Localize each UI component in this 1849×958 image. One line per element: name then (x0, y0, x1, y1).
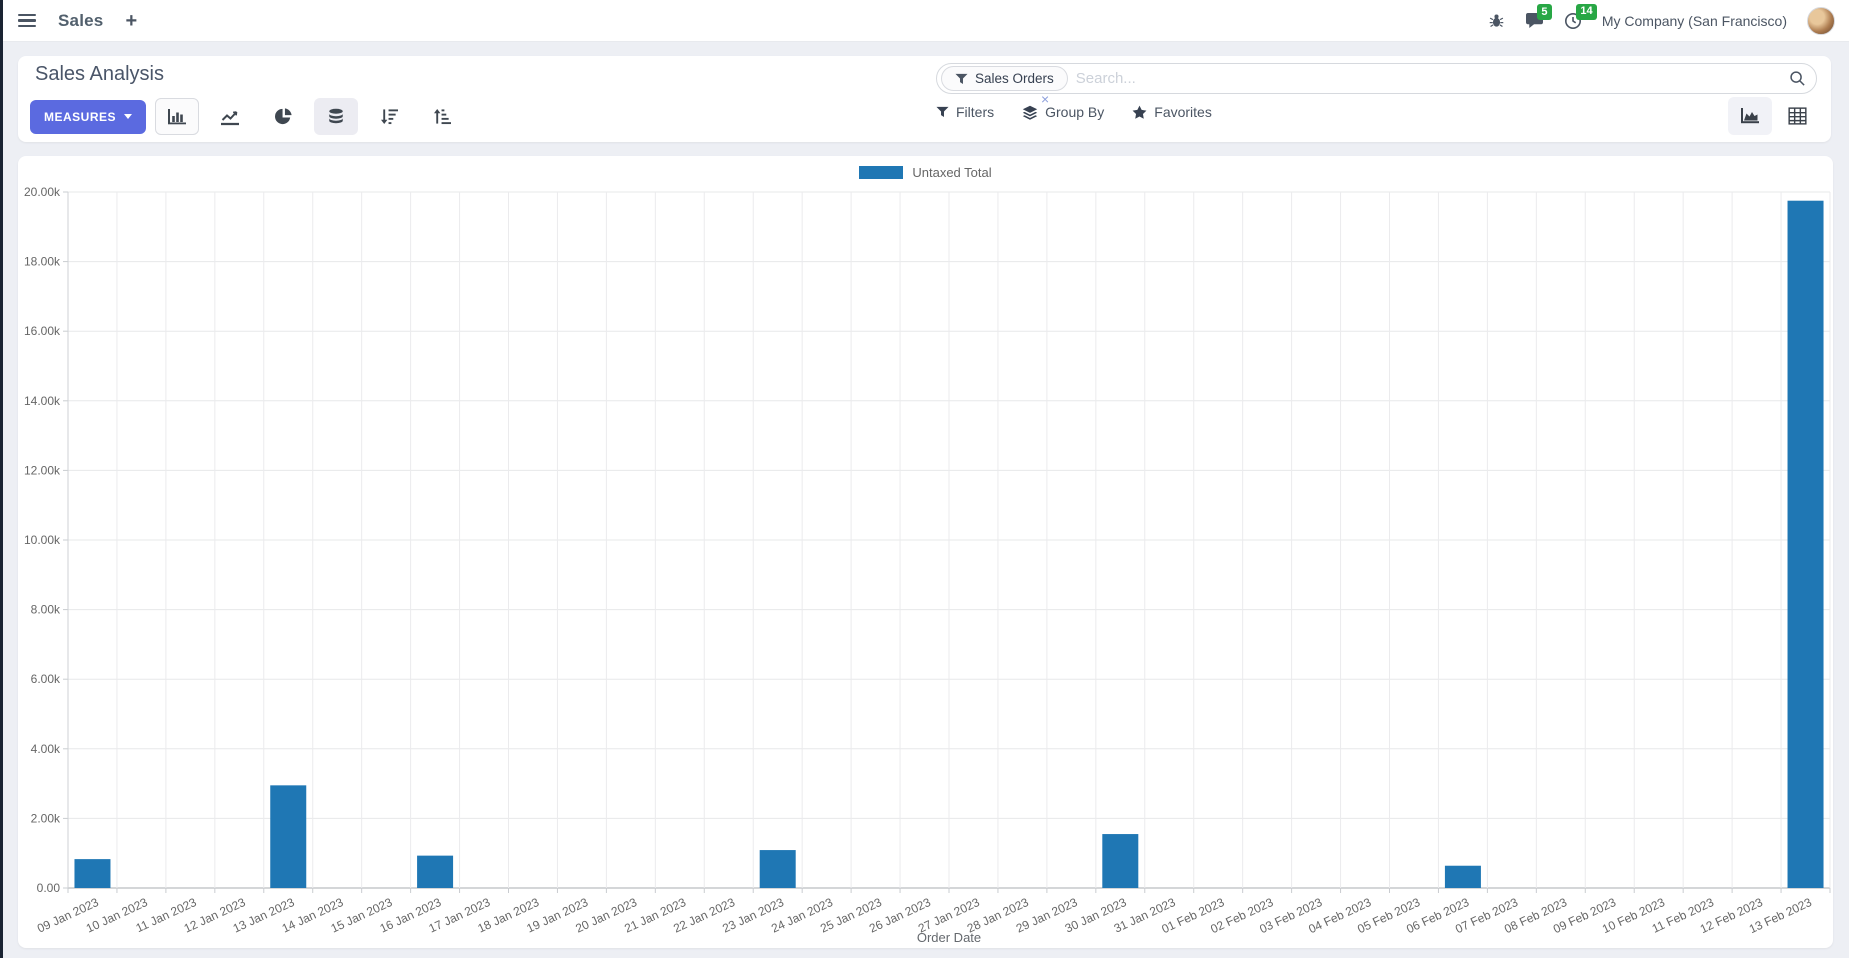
database-stack-icon (329, 108, 343, 123)
star-icon (1132, 105, 1147, 119)
facet-remove-icon[interactable]: × (1041, 91, 1050, 107)
svg-text:20.00k: 20.00k (24, 185, 61, 199)
bar-30 Jan 2023 (1102, 834, 1139, 888)
svg-text:16.00k: 16.00k (24, 324, 61, 338)
area-chart-icon (1741, 108, 1759, 124)
window-edge-strip (0, 0, 3, 958)
svg-text:14.00k: 14.00k (24, 394, 61, 408)
bar-16 Jan 2023 (417, 855, 454, 888)
company-switcher[interactable]: My Company (San Francisco) (1601, 12, 1787, 29)
messages-icon[interactable]: 5 (1525, 4, 1552, 29)
activities-count-badge: 14 (1575, 3, 1598, 20)
filter-funnel-icon (936, 106, 949, 118)
caret-down-icon (124, 114, 133, 119)
svg-text:12.00k: 12.00k (24, 463, 61, 477)
view-switcher (1728, 97, 1819, 135)
control-panel: Sales Analysis MEASURES Sales Orders (18, 56, 1831, 142)
layer-group-icon (1022, 105, 1038, 120)
sort-ascending-button[interactable] (420, 98, 464, 135)
bar-chart-mode-button[interactable] (155, 98, 200, 135)
svg-text:18.00k: 18.00k (24, 255, 61, 269)
search-input[interactable] (1075, 70, 1789, 87)
legend-color-box (859, 166, 904, 179)
bar-13 Feb 2023 (1787, 200, 1824, 888)
pivot-view-button[interactable] (1775, 97, 1819, 135)
bar-chart-icon (168, 108, 187, 124)
sort-descending-button[interactable] (367, 98, 411, 135)
user-avatar[interactable] (1807, 6, 1835, 35)
new-tab-plus-icon[interactable]: + (125, 9, 138, 32)
group-by-button[interactable]: Group By (1022, 104, 1104, 120)
svg-text:8.00k: 8.00k (31, 603, 61, 617)
filter-funnel-icon (955, 73, 968, 84)
top-navbar: Sales + 5 14 My Company (San Francisco) (0, 0, 1849, 42)
sort-amount-desc-icon (380, 109, 398, 125)
svg-text:Order Date: Order Date (917, 930, 981, 945)
activities-clock-icon[interactable]: 14 (1564, 3, 1598, 30)
apps-menu-icon[interactable] (14, 10, 40, 32)
line-chart-icon (221, 110, 240, 125)
graph-view: Untaxed Total 0.00 2.00k 4.00k 6.00k 8.00k 10… (18, 156, 1833, 948)
page-title: Sales Analysis (35, 63, 164, 85)
search-icon[interactable] (1789, 70, 1806, 87)
bar-06 Feb 2023 (1444, 865, 1481, 888)
app-name[interactable]: Sales (58, 10, 104, 30)
debug-bug-icon[interactable] (1488, 12, 1505, 29)
bar-13 Jan 2023 (270, 785, 307, 888)
bar-23 Jan 2023 (759, 850, 796, 888)
chart-legend-item[interactable]: Untaxed Total (18, 165, 1833, 180)
search-facet-sales-orders[interactable]: Sales Orders (941, 66, 1068, 91)
messages-count-badge: 5 (1536, 4, 1552, 20)
bar-09 Jan 2023 (74, 859, 111, 888)
filters-button[interactable]: Filters (936, 104, 994, 120)
stacked-toggle-button[interactable] (314, 98, 359, 135)
measures-button[interactable]: MEASURES (30, 99, 147, 134)
svg-text:10.00k: 10.00k (24, 533, 61, 547)
svg-text:2.00k: 2.00k (31, 811, 61, 825)
svg-text:4.00k: 4.00k (31, 742, 61, 756)
svg-text:6.00k: 6.00k (31, 672, 61, 686)
bar-chart-canvas[interactable]: 0.00 2.00k 4.00k 6.00k 8.00k 10.00k 12.00k 14.0… (18, 156, 1833, 948)
graph-view-button[interactable] (1728, 97, 1772, 135)
pie-chart-icon (274, 108, 292, 125)
svg-text:0.00: 0.00 (37, 881, 61, 895)
favorites-button[interactable]: Favorites (1132, 104, 1212, 120)
sort-amount-asc-icon (433, 108, 451, 125)
pivot-table-icon (1787, 107, 1807, 125)
search-bar[interactable]: Sales Orders (936, 63, 1817, 94)
legend-label: Untaxed Total (912, 165, 992, 180)
line-chart-mode-button[interactable] (208, 98, 252, 135)
pie-chart-mode-button[interactable] (261, 98, 305, 135)
